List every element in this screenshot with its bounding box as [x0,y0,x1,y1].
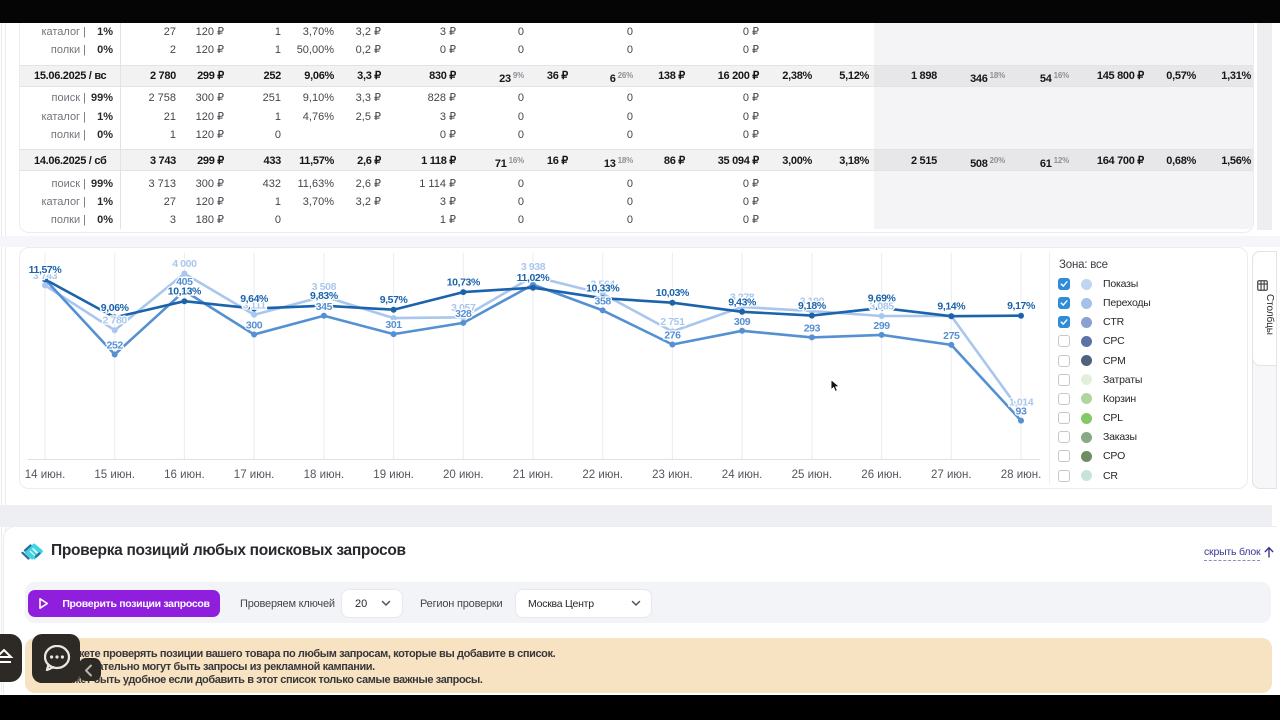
svg-text:2 780: 2 780 [103,315,128,327]
svg-text:14 июн.: 14 июн. [25,469,66,481]
svg-text:2 751: 2 751 [660,316,685,328]
svg-text:358: 358 [595,295,612,307]
svg-text:24 июн.: 24 июн. [722,469,763,481]
svg-text:19 июн.: 19 июн. [373,469,414,481]
svg-text:4 000: 4 000 [172,258,197,270]
svg-text:276: 276 [664,330,681,342]
svg-text:26 июн.: 26 июн. [861,469,902,481]
svg-text:23 июн.: 23 июн. [652,469,693,481]
svg-text:10,03%: 10,03% [656,287,690,299]
svg-text:10,13%: 10,13% [168,286,202,298]
svg-text:28 июн.: 28 июн. [1001,469,1042,481]
svg-text:328: 328 [455,308,472,320]
svg-text:20 июн.: 20 июн. [443,469,484,481]
svg-text:275: 275 [943,330,960,342]
svg-text:299: 299 [873,320,890,332]
svg-text:9,57%: 9,57% [380,294,409,306]
svg-text:3 564: 3 564 [591,278,616,290]
svg-text:3 278: 3 278 [730,292,755,304]
svg-text:3 190: 3 190 [800,296,825,308]
svg-text:17 июн.: 17 июн. [234,469,275,481]
svg-text:3 508: 3 508 [312,281,337,293]
svg-text:9,69%: 9,69% [868,292,897,304]
svg-text:1 014: 1 014 [1009,397,1034,409]
svg-text:93: 93 [1016,406,1027,418]
svg-text:25 июн.: 25 июн. [792,469,833,481]
svg-text:15 июн.: 15 июн. [94,469,135,481]
svg-text:345: 345 [316,301,333,313]
svg-text:3 085: 3 085 [869,301,894,313]
svg-text:9,17%: 9,17% [1007,300,1036,312]
svg-text:3 938: 3 938 [521,261,546,273]
svg-text:27 июн.: 27 июн. [931,469,972,481]
svg-text:16 июн.: 16 июн. [164,469,205,481]
svg-text:10,33%: 10,33% [586,283,620,295]
svg-text:9,06%: 9,06% [101,302,130,314]
svg-text:300: 300 [246,320,263,332]
svg-text:9,83%: 9,83% [310,290,339,302]
svg-text:11,57%: 11,57% [29,264,63,276]
svg-text:11,02%: 11,02% [517,272,551,284]
svg-text:21 июн.: 21 июн. [513,469,554,481]
svg-text:252: 252 [107,340,124,352]
svg-text:9,14%: 9,14% [937,301,966,313]
svg-text:22 июн.: 22 июн. [582,469,623,481]
svg-text:293: 293 [804,322,821,334]
svg-text:405: 405 [176,276,193,288]
svg-text:9,18%: 9,18% [798,300,827,312]
svg-text:3 057: 3 057 [451,302,476,314]
svg-text:301: 301 [385,319,402,331]
svg-text:309: 309 [734,316,751,328]
svg-text:3 743: 3 743 [33,270,58,282]
svg-text:9,64%: 9,64% [240,293,269,305]
svg-text:18 июн.: 18 июн. [304,469,345,481]
svg-text:10,73%: 10,73% [447,277,481,289]
svg-text:3 111: 3 111 [243,299,267,311]
svg-text:9,43%: 9,43% [728,296,757,308]
